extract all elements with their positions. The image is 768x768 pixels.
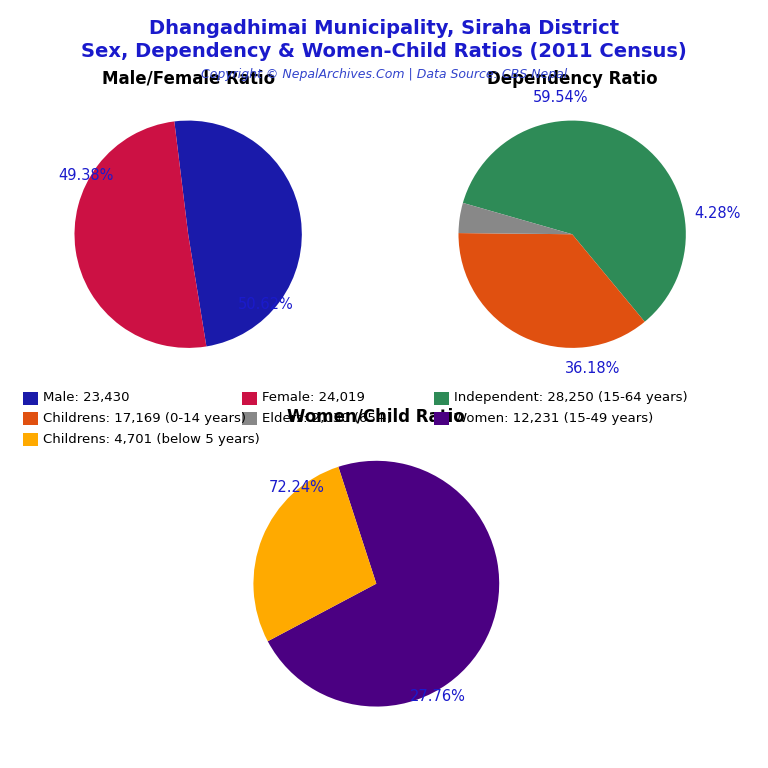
Text: 50.62%: 50.62% bbox=[237, 297, 293, 313]
Title: Male/Female Ratio: Male/Female Ratio bbox=[101, 70, 275, 88]
Wedge shape bbox=[268, 461, 499, 707]
Text: Independent: 28,250 (15-64 years): Independent: 28,250 (15-64 years) bbox=[454, 392, 687, 404]
Wedge shape bbox=[174, 121, 302, 346]
Text: 4.28%: 4.28% bbox=[694, 207, 741, 221]
Wedge shape bbox=[463, 121, 686, 322]
Text: Male: 23,430: Male: 23,430 bbox=[43, 392, 130, 404]
Text: 59.54%: 59.54% bbox=[533, 91, 588, 105]
Text: Sex, Dependency & Women-Child Ratios (2011 Census): Sex, Dependency & Women-Child Ratios (20… bbox=[81, 42, 687, 61]
Text: Dhangadhimai Municipality, Siraha District: Dhangadhimai Municipality, Siraha Distri… bbox=[149, 19, 619, 38]
Text: Elders: 2,030 (65+): Elders: 2,030 (65+) bbox=[262, 412, 392, 425]
Wedge shape bbox=[74, 121, 207, 348]
Text: 27.76%: 27.76% bbox=[410, 689, 465, 704]
Title: Dependency Ratio: Dependency Ratio bbox=[487, 70, 657, 88]
Text: Childrens: 4,701 (below 5 years): Childrens: 4,701 (below 5 years) bbox=[43, 433, 260, 445]
Text: 49.38%: 49.38% bbox=[58, 167, 114, 183]
Wedge shape bbox=[253, 467, 376, 641]
Text: Childrens: 17,169 (0-14 years): Childrens: 17,169 (0-14 years) bbox=[43, 412, 246, 425]
Title: Women/Child Ratio: Women/Child Ratio bbox=[287, 408, 465, 425]
Text: Women: 12,231 (15-49 years): Women: 12,231 (15-49 years) bbox=[454, 412, 653, 425]
Text: 72.24%: 72.24% bbox=[269, 480, 324, 495]
Text: Female: 24,019: Female: 24,019 bbox=[262, 392, 365, 404]
Text: Copyright © NepalArchives.Com | Data Source: CBS Nepal: Copyright © NepalArchives.Com | Data Sou… bbox=[201, 68, 567, 81]
Wedge shape bbox=[458, 203, 572, 234]
Text: 36.18%: 36.18% bbox=[565, 361, 621, 376]
Wedge shape bbox=[458, 233, 644, 348]
